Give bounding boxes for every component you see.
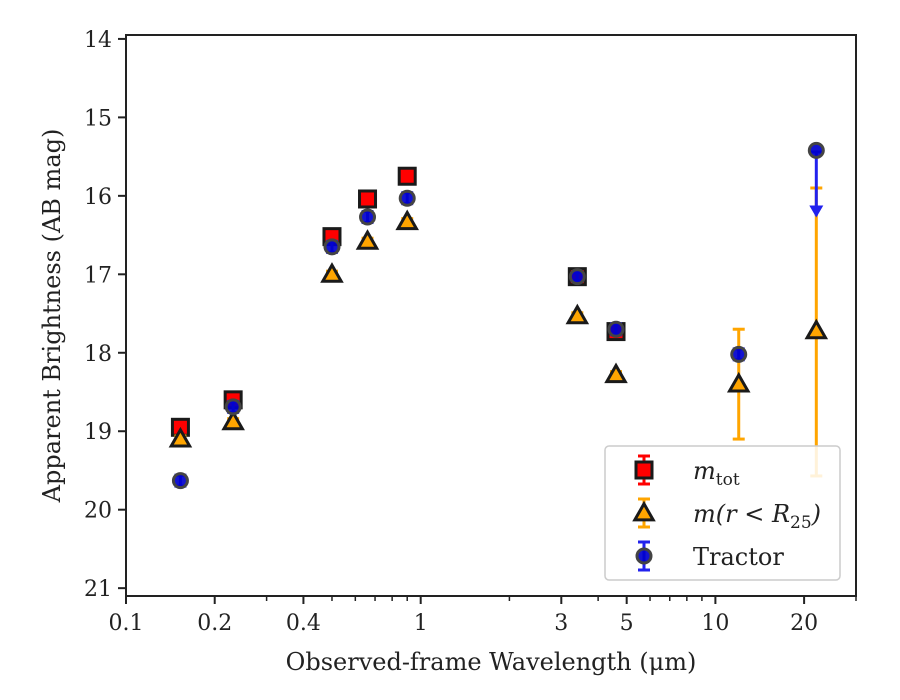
legend-label-main: m(r < R [693, 500, 790, 528]
data-point-triangle [726, 371, 751, 393]
data-point-triangle [221, 409, 245, 431]
y-tick-label: 18 [84, 342, 112, 367]
y-tick-label: 20 [84, 499, 112, 524]
data-point-circle [359, 208, 377, 226]
data-point-circle [607, 320, 625, 338]
x-tick-label: 5 [620, 611, 634, 636]
y-tick-label: 16 [84, 185, 112, 210]
x-tick-label: 0.1 [109, 611, 144, 636]
legend-label: mtot [693, 457, 740, 490]
y-tick-label: 21 [84, 577, 112, 602]
data-point-circle [807, 141, 825, 159]
legend-label-sub: tot [716, 470, 740, 490]
data-point-circle [568, 268, 586, 286]
legend-marker-circle [635, 547, 653, 565]
data-point-square [358, 189, 378, 209]
x-tick-label: 10 [701, 611, 729, 636]
legend-label-sub: 25 [790, 513, 812, 533]
data-point-triangle [395, 209, 419, 231]
y-tick-label: 17 [84, 263, 112, 288]
y-axis-ticks: 14 15 16 17 18 19 20 21 [84, 28, 126, 602]
legend-entry-tractor: Tractor [635, 540, 784, 572]
data-point-triangle [565, 303, 590, 325]
y-tick-label: 15 [84, 106, 112, 131]
data-point-circle [171, 472, 189, 490]
data-point-circle [730, 345, 748, 363]
legend-label-tail: ) [811, 500, 821, 528]
legend-marker-square [634, 460, 654, 480]
x-tick-label: 0.4 [286, 611, 321, 636]
legend: mtot m(r < R25) Tractor [604, 445, 841, 581]
data-point-circle [224, 398, 242, 416]
data-point-triangle [320, 262, 344, 283]
legend-label-main: m [693, 457, 716, 485]
data-point-triangle [604, 362, 628, 384]
x-tick-label: 1 [414, 611, 428, 636]
legend-box [604, 445, 841, 581]
series-tractor [171, 141, 825, 490]
x-axis-title: Observed-frame Wavelength (μm) [286, 648, 697, 676]
legend-entry-mtot: mtot [634, 454, 740, 490]
legend-label: Tractor [693, 543, 784, 571]
legend-label: m(r < R25) [693, 500, 821, 533]
x-axis-ticks: 0.1 0.2 0.4 1 3 5 10 20 [109, 596, 857, 636]
data-point-circle [398, 189, 416, 207]
data-point-triangle [168, 426, 193, 448]
y-tick-label: 14 [84, 28, 112, 53]
data-point-circle [323, 238, 341, 256]
y-tick-label: 19 [84, 420, 112, 445]
data-point-triangle [804, 318, 829, 340]
legend-marker-triangle [632, 500, 656, 522]
x-tick-label: 20 [790, 611, 818, 636]
legend-entry-m_r25: m(r < R25) [632, 497, 821, 533]
x-tick-label: 0.2 [197, 611, 232, 636]
plot-area [168, 141, 829, 490]
y-axis-title: Apparent Brightness (AB mag) [38, 129, 66, 504]
axes-frame [125, 34, 857, 597]
data-point-triangle [355, 229, 380, 250]
data-point-square [397, 166, 417, 186]
x-tick-label: 3 [554, 611, 568, 636]
upper-limit-arrowhead [809, 205, 824, 218]
